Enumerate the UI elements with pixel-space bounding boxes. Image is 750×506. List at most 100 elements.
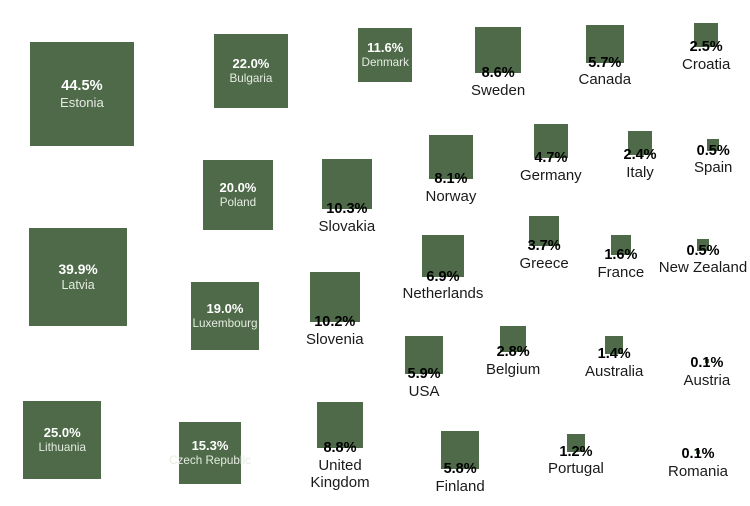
value-label: 1.2%	[559, 443, 593, 460]
label-czech-republic: 15.3% Czech Republic	[165, 438, 255, 467]
value-label: 15.3%	[191, 438, 229, 453]
value-label: 0.1%	[690, 355, 724, 372]
country-label: Denmark	[361, 55, 409, 69]
value-label: 3.7%	[527, 238, 561, 255]
square-new-zealand	[697, 239, 709, 251]
label-united-kingdom: 8.8% United Kingdom	[295, 440, 385, 491]
value-label: 10.2%	[314, 313, 356, 330]
country-label: Canada	[578, 71, 632, 89]
square-germany	[534, 124, 568, 158]
square-latvia	[28, 227, 128, 327]
label-lithuania: 25.0% Lithuania	[38, 425, 86, 454]
value-label: 44.5%	[61, 78, 103, 94]
label-netherlands: 6.9% Netherlands	[403, 269, 484, 303]
country-label: Austria	[683, 372, 731, 390]
country-label: Latvia	[61, 277, 95, 292]
value-label: 2.5%	[689, 39, 723, 56]
country-label: Bulgaria	[229, 71, 273, 85]
value-label: 2.8%	[496, 344, 530, 361]
country-label: Slovakia	[318, 217, 376, 235]
square-austria	[704, 358, 710, 364]
value-label: 0.5%	[696, 142, 730, 159]
label-spain: 0.5% Spain	[694, 143, 732, 177]
value-label: 8.1%	[434, 171, 468, 188]
value-label: 25.0%	[43, 425, 81, 440]
label-new-zealand: 0.5% New Zealand	[658, 243, 748, 277]
square-slovakia	[321, 158, 373, 210]
country-label: United Kingdom	[310, 456, 370, 492]
label-belgium: 2.8% Belgium	[486, 344, 540, 378]
square-slovenia	[310, 272, 360, 322]
country-label: Croatia	[682, 56, 731, 74]
country-label: Poland	[219, 195, 257, 209]
country-label: Australia	[585, 362, 644, 380]
label-greece: 3.7% Greece	[520, 238, 569, 272]
square-spain	[707, 139, 719, 151]
label-canada: 5.7% Canada	[579, 55, 632, 89]
value-label: 5.7%	[588, 54, 622, 71]
square-canada	[586, 25, 624, 63]
country-label: Finland	[435, 477, 485, 495]
country-label: Norway	[425, 187, 477, 205]
country-label: Sweden	[471, 81, 526, 99]
country-label: Romania	[668, 463, 729, 481]
square-sweden	[475, 27, 521, 73]
country-label: USA	[408, 382, 440, 400]
value-label: 19.0%	[206, 301, 244, 316]
country-label: Luxembourg	[192, 316, 258, 330]
label-norway: 8.1% Norway	[426, 171, 477, 205]
square-czech-republic	[179, 422, 241, 484]
label-denmark: 11.6% Denmark	[361, 40, 409, 69]
square-denmark	[358, 28, 412, 82]
square-luxembourg	[190, 281, 260, 351]
country-label: Estonia	[60, 94, 104, 110]
square-belgium	[499, 325, 527, 353]
value-label: 6.9%	[426, 268, 460, 285]
country-label: Greece	[519, 254, 569, 272]
value-label: 0.1%	[681, 446, 715, 463]
label-romania: 0.1% Romania	[668, 446, 728, 480]
country-label: Belgium	[486, 360, 541, 378]
value-label: 20.0%	[219, 180, 257, 195]
square-finland	[441, 431, 479, 469]
label-austria: 0.1% Austria	[684, 355, 731, 389]
country-label: Lithuania	[38, 440, 86, 454]
value-label: 8.6%	[481, 64, 515, 81]
square-united-kingdom	[316, 401, 364, 449]
square-usa	[405, 336, 443, 374]
country-label: Italy	[626, 163, 654, 181]
country-label: Germany	[520, 166, 582, 184]
country-label: Czech Republic	[169, 453, 251, 467]
square-croatia	[693, 22, 719, 48]
label-latvia: 39.9% Latvia	[59, 261, 98, 292]
square-netherlands	[422, 235, 464, 277]
value-label: 5.9%	[407, 366, 441, 382]
label-italy: 2.4% Italy	[624, 147, 657, 181]
label-australia: 1.4% Australia	[585, 346, 643, 380]
label-france: 1.6% France	[598, 247, 645, 281]
label-poland: 20.0% Poland	[219, 180, 257, 209]
square-australia	[604, 335, 624, 355]
label-slovenia: 10.2% Slovenia	[306, 314, 364, 348]
label-luxembourg: 19.0% Luxembourg	[192, 301, 258, 330]
country-label: Portugal	[548, 460, 604, 478]
square-greece	[528, 215, 560, 247]
country-label: New Zealand	[658, 259, 748, 277]
square-portugal	[567, 434, 585, 452]
label-sweden: 8.6% Sweden	[471, 65, 525, 99]
value-label: 4.7%	[534, 149, 568, 166]
value-label: 0.5%	[686, 242, 720, 259]
value-label: 8.8%	[323, 440, 357, 457]
label-croatia: 2.5% Croatia	[682, 39, 730, 73]
value-label: 22.0%	[232, 56, 270, 71]
square-norway	[428, 134, 474, 180]
label-portugal: 1.2% Portugal	[548, 444, 604, 478]
label-bulgaria: 22.0% Bulgaria	[229, 56, 273, 85]
label-usa: 5.9% USA	[408, 366, 441, 400]
value-label: 1.4%	[597, 346, 631, 363]
square-bulgaria	[214, 34, 288, 108]
country-label: Slovenia	[306, 330, 364, 348]
square-romania	[695, 449, 701, 455]
value-label: 5.8%	[443, 460, 477, 477]
square-estonia	[29, 41, 135, 147]
